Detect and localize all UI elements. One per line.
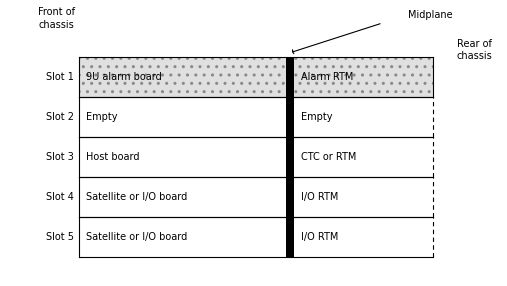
Text: 9U alarm board: 9U alarm board	[86, 72, 162, 82]
Text: Slot 2: Slot 2	[46, 112, 74, 122]
Text: Slot 1: Slot 1	[46, 72, 74, 82]
Text: Host board: Host board	[86, 152, 140, 162]
Text: Slot 5: Slot 5	[46, 233, 74, 242]
Text: I/O RTM: I/O RTM	[301, 192, 339, 202]
Text: Empty: Empty	[86, 112, 118, 122]
Text: Rear of
chassis: Rear of chassis	[456, 39, 492, 61]
Text: Satellite or I/O board: Satellite or I/O board	[86, 192, 188, 202]
Bar	[294, 57, 433, 97]
Text: Alarm RTM: Alarm RTM	[301, 72, 353, 82]
Bar	[286, 57, 294, 257]
Text: Empty: Empty	[301, 112, 333, 122]
Text: CTC or RTM: CTC or RTM	[301, 152, 356, 162]
Text: I/O RTM: I/O RTM	[301, 233, 339, 242]
Text: Midplane: Midplane	[408, 10, 453, 20]
Bar	[79, 57, 286, 97]
Text: Front of
chassis: Front of chassis	[38, 7, 75, 29]
Text: Slot 4: Slot 4	[46, 192, 74, 202]
Text: Satellite or I/O board: Satellite or I/O board	[86, 233, 188, 242]
Text: Slot 3: Slot 3	[46, 152, 74, 162]
